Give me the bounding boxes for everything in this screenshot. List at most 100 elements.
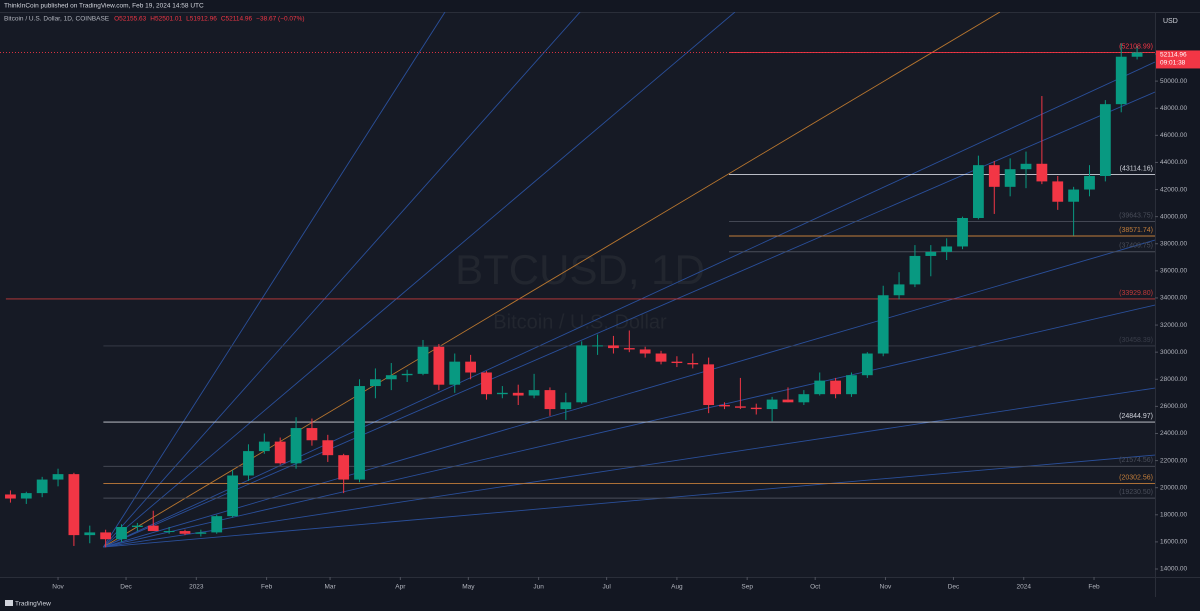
candle-body bbox=[1020, 163, 1032, 170]
last-price-tag bbox=[1156, 50, 1200, 69]
candle-body bbox=[496, 392, 508, 395]
candle-body bbox=[274, 441, 286, 464]
candle-body bbox=[322, 440, 334, 456]
candle-body bbox=[1131, 52, 1143, 57]
x-tick-label: 2024 bbox=[1017, 584, 1032, 591]
candle-body bbox=[465, 361, 477, 373]
candle-body bbox=[338, 455, 350, 480]
y-tick-label: 42000.00 bbox=[1160, 186, 1187, 193]
candle-body bbox=[528, 390, 540, 396]
x-tick-label: Jul bbox=[602, 584, 611, 591]
candle-body bbox=[417, 346, 429, 374]
level-label: (24844.97) bbox=[1119, 413, 1153, 420]
candle-body bbox=[687, 363, 699, 365]
candle-body bbox=[306, 428, 318, 441]
candle-body bbox=[814, 380, 826, 395]
level-label: (33929.80) bbox=[1119, 290, 1153, 297]
y-tick-label: 16000.00 bbox=[1160, 539, 1187, 546]
candle-body bbox=[639, 349, 651, 354]
candle-body bbox=[1004, 169, 1016, 187]
y-tick-label: 34000.00 bbox=[1160, 295, 1187, 302]
fan-line bbox=[102, 12, 446, 548]
currency-label: USD bbox=[1163, 18, 1178, 25]
x-tick-label: Dec bbox=[948, 584, 960, 591]
fan-line bbox=[103, 454, 1155, 548]
candle-body bbox=[290, 428, 302, 464]
y-tick-label: 26000.00 bbox=[1160, 403, 1187, 410]
candle-body bbox=[719, 405, 730, 407]
candle-body bbox=[385, 375, 397, 380]
y-tick-label: 32000.00 bbox=[1160, 322, 1187, 329]
candle-body bbox=[1115, 56, 1127, 105]
candle-body bbox=[258, 441, 270, 452]
ohlc-legend: L51912.96 bbox=[186, 16, 217, 23]
level-label: (20302.56) bbox=[1119, 474, 1153, 481]
watermark-title: BTCUSD, 1D bbox=[455, 246, 705, 293]
candle-body bbox=[861, 353, 873, 376]
y-tick-label: 30000.00 bbox=[1160, 349, 1187, 356]
x-tick-label: Mar bbox=[324, 584, 336, 591]
candle-body bbox=[227, 475, 238, 517]
brand: TradingView bbox=[15, 601, 51, 608]
x-tick-label: Apr bbox=[395, 584, 406, 591]
candle-body bbox=[1036, 163, 1048, 182]
x-tick-label: Feb bbox=[261, 584, 273, 591]
ohlc-legend: H52501.01 bbox=[150, 16, 182, 23]
candle-body bbox=[671, 361, 683, 364]
x-tick-label: Oct bbox=[810, 584, 820, 591]
fan-line bbox=[103, 387, 1155, 548]
publisher: ThinkInCoin published on TradingView.com… bbox=[4, 3, 204, 10]
level-label: (19230.50) bbox=[1119, 489, 1153, 496]
symbol-legend: Bitcoin / U.S. Dollar, 1D, COINBASE bbox=[4, 16, 110, 23]
candle-body bbox=[909, 255, 921, 285]
candle-body bbox=[973, 165, 984, 218]
candle-body bbox=[179, 531, 191, 534]
ohlc-legend: O52155.63 bbox=[114, 16, 147, 23]
last-price-label: 52114.96 bbox=[1160, 52, 1187, 59]
candle-body bbox=[941, 246, 953, 252]
ohlc-legend: −38.67 (−0.07%) bbox=[256, 16, 304, 23]
candle-body bbox=[560, 402, 572, 410]
candle-body bbox=[211, 516, 223, 533]
candle-body bbox=[608, 345, 619, 349]
x-tick-label: Nov bbox=[880, 584, 892, 591]
y-tick-label: 24000.00 bbox=[1160, 430, 1187, 437]
y-tick-label: 14000.00 bbox=[1160, 566, 1187, 573]
candle-body bbox=[1068, 189, 1080, 202]
level-label: (37409.75) bbox=[1119, 243, 1153, 250]
x-tick-label: 2023 bbox=[189, 584, 204, 591]
x-tick-label: Sep bbox=[741, 584, 753, 591]
candle-body bbox=[544, 390, 556, 410]
candle-body bbox=[52, 474, 64, 480]
candle-body bbox=[68, 474, 80, 536]
candle-body bbox=[988, 165, 1000, 187]
candle-body bbox=[592, 345, 603, 347]
candle-body bbox=[1084, 175, 1095, 190]
y-tick-label: 18000.00 bbox=[1160, 512, 1187, 519]
candle-body bbox=[401, 373, 413, 376]
y-tick-label: 48000.00 bbox=[1160, 105, 1187, 112]
x-tick-label: May bbox=[462, 584, 475, 591]
y-tick-label: 20000.00 bbox=[1160, 484, 1187, 491]
y-tick-label: 50000.00 bbox=[1160, 78, 1187, 85]
level-label: (38571.74) bbox=[1119, 227, 1153, 234]
candle-body bbox=[893, 284, 905, 296]
x-tick-label: Dec bbox=[120, 584, 132, 591]
x-tick-label: Nov bbox=[52, 584, 64, 591]
candle-body bbox=[1052, 181, 1064, 202]
plot-area bbox=[0, 12, 1155, 578]
y-tick-label: 22000.00 bbox=[1160, 457, 1187, 464]
fan-line bbox=[103, 239, 1155, 548]
countdown-label: 09:01:38 bbox=[1160, 60, 1186, 67]
level-label: (43114.16) bbox=[1120, 165, 1153, 172]
y-tick-label: 40000.00 bbox=[1160, 213, 1187, 220]
level-label: (21574.56) bbox=[1119, 457, 1153, 464]
y-tick-label: 46000.00 bbox=[1160, 132, 1187, 139]
candle-body bbox=[147, 525, 159, 532]
footer-bar bbox=[0, 597, 1200, 611]
candle-body bbox=[131, 525, 143, 527]
candle-body bbox=[354, 386, 365, 480]
x-tick-label: Jun bbox=[533, 584, 544, 591]
candle-body bbox=[5, 494, 16, 499]
